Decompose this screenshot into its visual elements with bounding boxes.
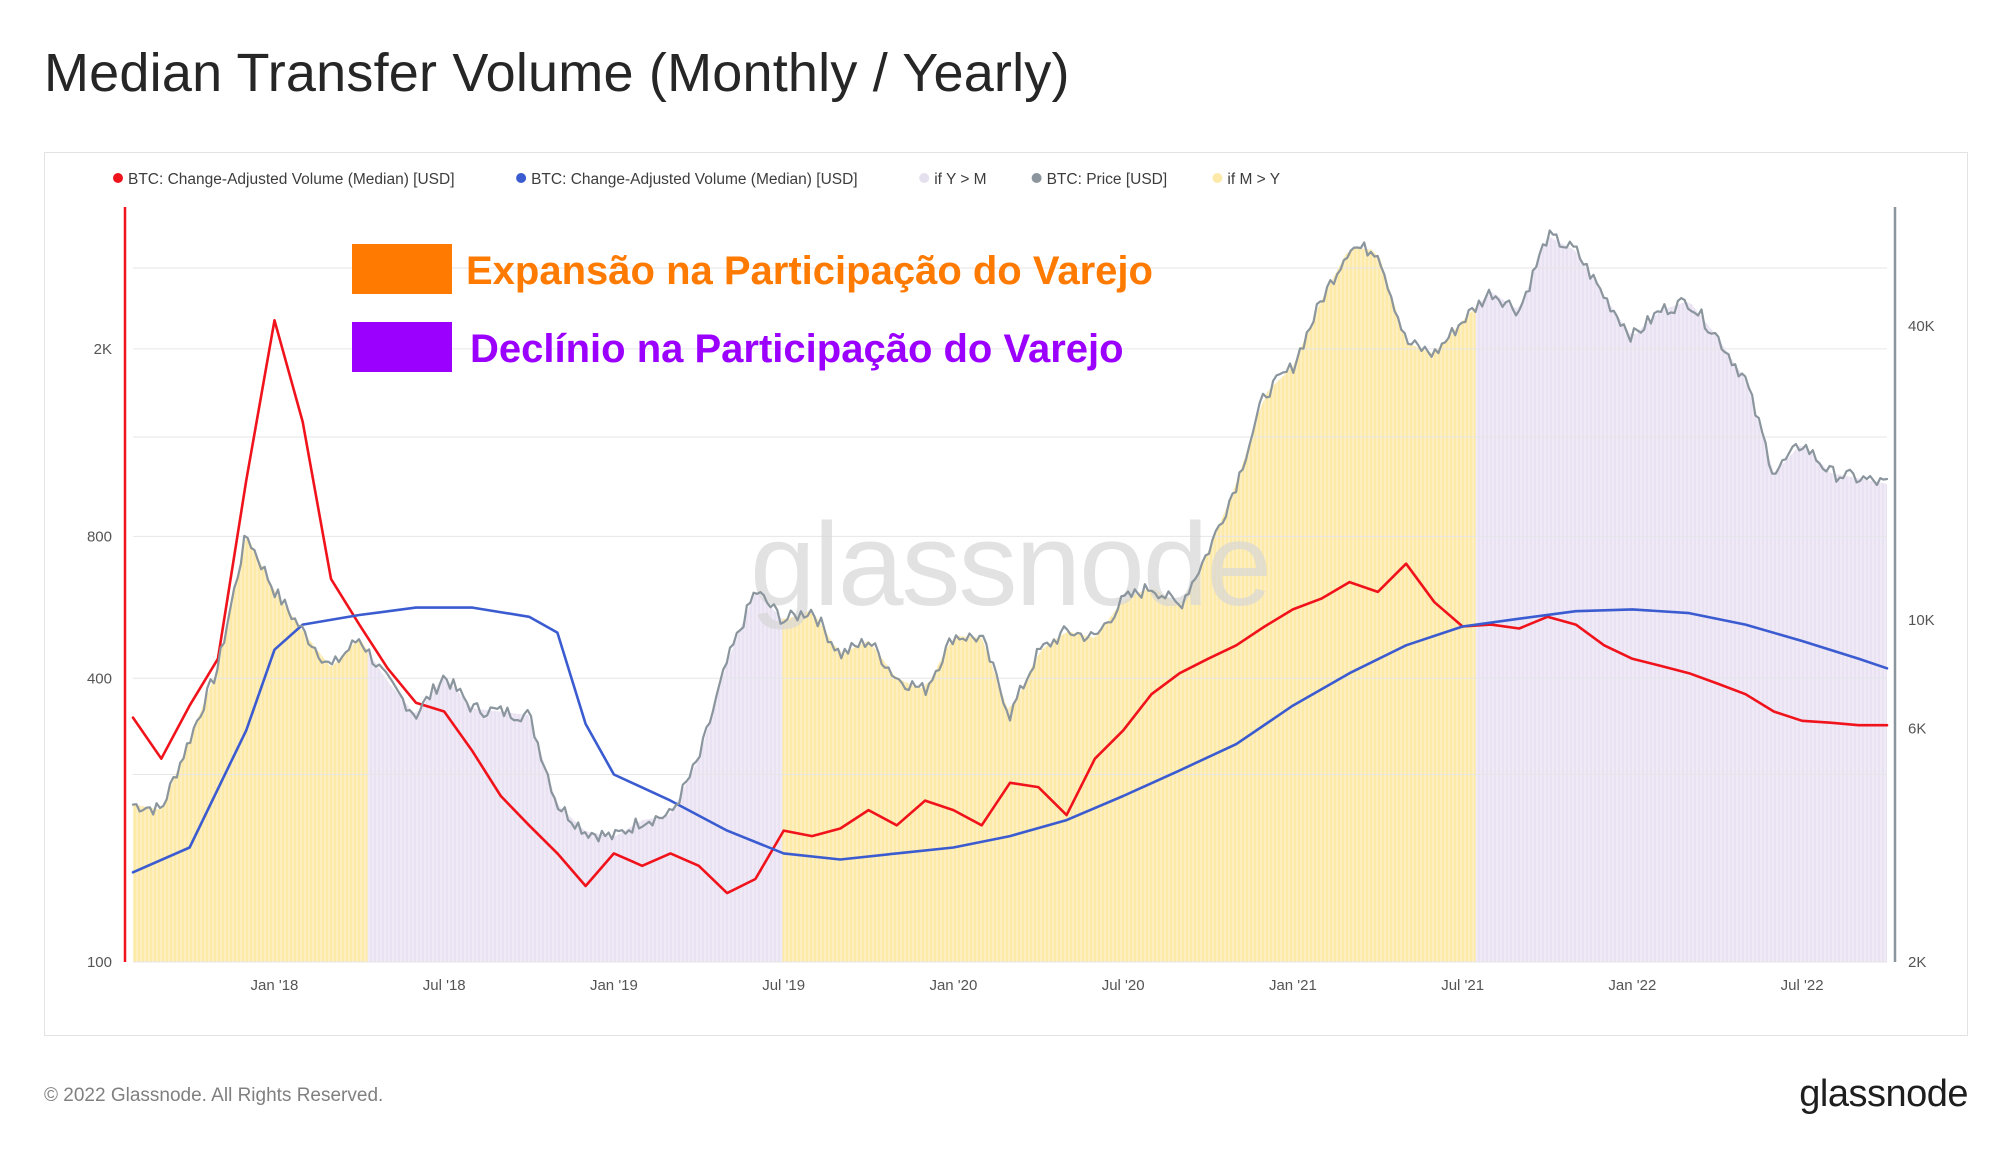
footer-brand-logo: glassnode — [1799, 1073, 1968, 1115]
watermark-text: glassnode — [750, 499, 1270, 631]
legend-marker — [516, 173, 527, 183]
footer-copyright: © 2022 Glassnode. All Rights Reserved. — [44, 1085, 384, 1106]
series-yearly-line — [131, 606, 1889, 874]
legend-item-label: if Y > M — [934, 171, 986, 188]
region-expansion-0 — [133, 536, 368, 962]
series-price-line — [131, 229, 1889, 843]
page-title: Median Transfer Volume (Monthly / Yearly… — [44, 43, 1070, 103]
x-axis-tick: Jul '20 — [1102, 977, 1145, 994]
chart-frame — [44, 152, 1968, 1036]
legend-item-label: if M > Y — [1227, 171, 1280, 188]
right-axis-tick: 10K — [1908, 612, 1935, 629]
legend-item-label: BTC: Change-Adjusted Volume (Median) [US… — [128, 171, 455, 188]
legend-marker — [919, 173, 930, 183]
right-axis-tick: 40K — [1908, 318, 1935, 335]
x-axis-tick: Jan '19 — [590, 977, 638, 994]
left-axis-tick: 400 — [87, 670, 112, 687]
annotation-decline-swatch — [352, 322, 452, 372]
left-axis-tick: 100 — [87, 954, 112, 971]
x-axis-tick: Jan '18 — [250, 977, 298, 994]
x-axis-tick: Jan '21 — [1269, 977, 1317, 994]
left-axis-tick: 800 — [87, 528, 112, 545]
legend-marker — [1212, 173, 1223, 183]
legend-item-label: BTC: Change-Adjusted Volume (Median) [US… — [531, 171, 858, 188]
x-axis-tick: Jul '21 — [1441, 977, 1484, 994]
x-axis-tick: Jul '22 — [1781, 977, 1824, 994]
annotation-expansion-label: Expansão na Participação do Varejo — [466, 249, 1153, 293]
series-monthly-line — [131, 319, 1889, 895]
x-axis-tick: Jul '19 — [762, 977, 805, 994]
x-axis-tick: Jan '20 — [929, 977, 977, 994]
right-axis-tick: 2K — [1908, 954, 1926, 971]
right-axis-tick: 6K — [1908, 721, 1926, 738]
left-axis-tick: 2K — [94, 341, 112, 358]
legend-marker — [1031, 173, 1042, 183]
legend-marker — [113, 173, 123, 183]
legend-item-label: BTC: Price [USD] — [1047, 171, 1168, 188]
region-decline-1 — [367, 591, 783, 962]
annotation-decline-label: Declínio na Participação do Varejo — [470, 327, 1124, 371]
x-axis-tick: Jan '22 — [1608, 977, 1656, 994]
x-axis-tick: Jul '18 — [423, 977, 466, 994]
annotation-expansion-swatch — [352, 244, 452, 294]
